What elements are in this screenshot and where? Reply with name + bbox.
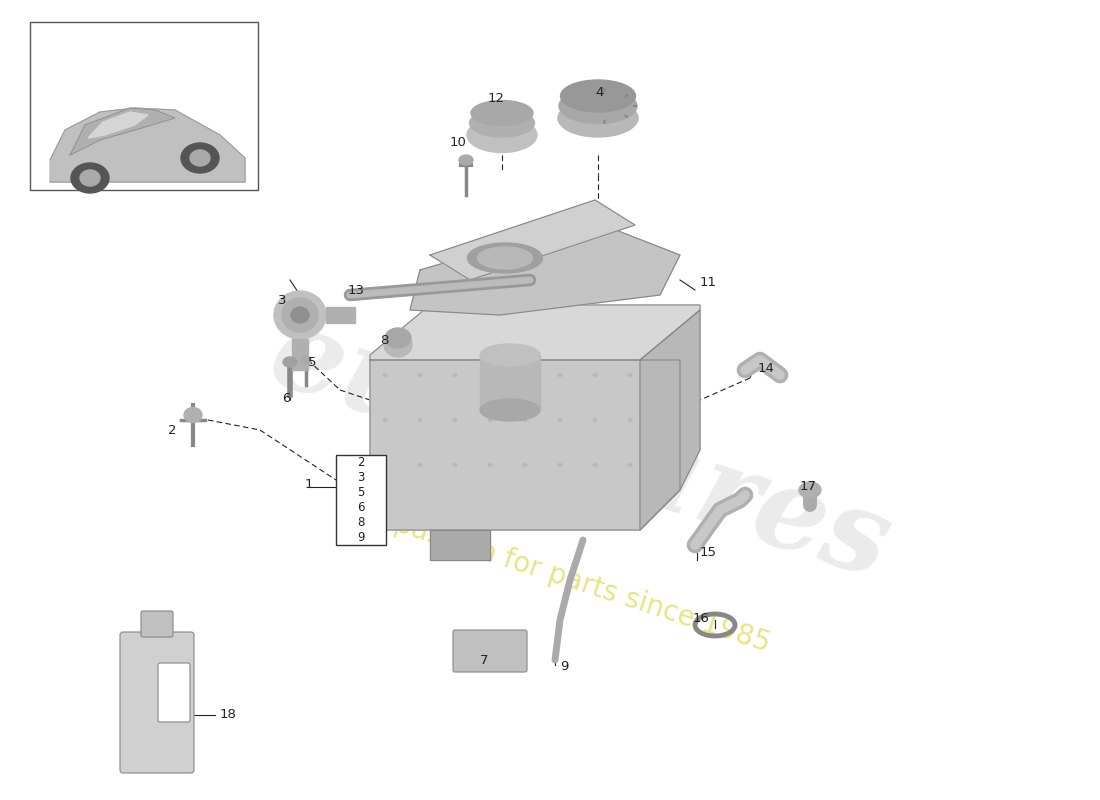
Text: 2: 2 bbox=[358, 456, 365, 469]
Polygon shape bbox=[370, 305, 700, 360]
Text: 12: 12 bbox=[488, 91, 505, 105]
Text: 8: 8 bbox=[379, 334, 388, 346]
Ellipse shape bbox=[383, 463, 387, 466]
Ellipse shape bbox=[468, 118, 537, 153]
FancyBboxPatch shape bbox=[120, 632, 194, 773]
Ellipse shape bbox=[282, 298, 318, 332]
Ellipse shape bbox=[182, 143, 219, 173]
Text: 6: 6 bbox=[282, 391, 290, 405]
FancyBboxPatch shape bbox=[141, 611, 173, 637]
Text: 2: 2 bbox=[168, 423, 176, 437]
Ellipse shape bbox=[593, 418, 597, 422]
Ellipse shape bbox=[477, 247, 532, 269]
Ellipse shape bbox=[488, 374, 492, 377]
Text: 17: 17 bbox=[800, 479, 817, 493]
Ellipse shape bbox=[558, 463, 562, 466]
Ellipse shape bbox=[799, 482, 821, 498]
Ellipse shape bbox=[561, 80, 636, 112]
Ellipse shape bbox=[453, 418, 456, 422]
Ellipse shape bbox=[480, 399, 540, 421]
Text: 3: 3 bbox=[358, 471, 365, 484]
Text: 15: 15 bbox=[700, 546, 717, 558]
Polygon shape bbox=[88, 112, 148, 138]
Ellipse shape bbox=[471, 101, 534, 126]
Text: 9: 9 bbox=[358, 531, 365, 544]
Ellipse shape bbox=[593, 463, 597, 466]
Text: 4: 4 bbox=[595, 86, 604, 98]
Ellipse shape bbox=[383, 418, 387, 422]
Ellipse shape bbox=[628, 374, 632, 377]
Polygon shape bbox=[370, 360, 680, 530]
Ellipse shape bbox=[184, 407, 202, 422]
Ellipse shape bbox=[418, 374, 422, 377]
Bar bbox=[336, 455, 386, 545]
Ellipse shape bbox=[488, 418, 492, 422]
Polygon shape bbox=[640, 310, 700, 530]
Text: 7: 7 bbox=[480, 654, 488, 666]
Ellipse shape bbox=[558, 374, 562, 377]
Ellipse shape bbox=[488, 463, 492, 466]
Ellipse shape bbox=[80, 170, 100, 186]
Ellipse shape bbox=[522, 418, 527, 422]
Polygon shape bbox=[50, 108, 245, 182]
Text: 1: 1 bbox=[305, 478, 314, 491]
Ellipse shape bbox=[522, 374, 527, 377]
Text: 16: 16 bbox=[693, 611, 710, 625]
Text: euroPares: euroPares bbox=[256, 298, 903, 602]
Polygon shape bbox=[70, 108, 175, 155]
Bar bbox=[30, 22, 258, 190]
Polygon shape bbox=[292, 339, 308, 370]
Ellipse shape bbox=[418, 463, 422, 466]
Text: 5: 5 bbox=[358, 486, 365, 499]
Polygon shape bbox=[326, 307, 355, 323]
Polygon shape bbox=[480, 355, 540, 410]
Ellipse shape bbox=[384, 333, 412, 357]
Text: 10: 10 bbox=[450, 135, 466, 149]
Text: 3: 3 bbox=[278, 294, 286, 306]
Text: 13: 13 bbox=[348, 283, 365, 297]
Ellipse shape bbox=[274, 291, 326, 339]
Ellipse shape bbox=[593, 374, 597, 377]
Ellipse shape bbox=[468, 243, 542, 273]
Text: a passion for parts since 1985: a passion for parts since 1985 bbox=[366, 502, 774, 658]
FancyBboxPatch shape bbox=[453, 630, 527, 672]
Ellipse shape bbox=[418, 418, 422, 422]
Text: 14: 14 bbox=[758, 362, 774, 374]
Ellipse shape bbox=[470, 109, 535, 137]
Text: 11: 11 bbox=[700, 277, 717, 290]
Polygon shape bbox=[430, 530, 490, 560]
Ellipse shape bbox=[72, 163, 109, 193]
Ellipse shape bbox=[292, 307, 309, 323]
Ellipse shape bbox=[385, 328, 411, 348]
Ellipse shape bbox=[453, 463, 456, 466]
Text: 18: 18 bbox=[220, 709, 236, 722]
Ellipse shape bbox=[480, 344, 540, 366]
Polygon shape bbox=[430, 200, 635, 280]
FancyBboxPatch shape bbox=[158, 663, 190, 722]
Polygon shape bbox=[410, 220, 680, 315]
Ellipse shape bbox=[453, 374, 456, 377]
Ellipse shape bbox=[190, 150, 210, 166]
Ellipse shape bbox=[283, 357, 297, 367]
Ellipse shape bbox=[459, 155, 473, 165]
Ellipse shape bbox=[628, 463, 632, 466]
Ellipse shape bbox=[383, 374, 387, 377]
Ellipse shape bbox=[559, 89, 637, 123]
Ellipse shape bbox=[301, 356, 311, 364]
Ellipse shape bbox=[628, 418, 632, 422]
Ellipse shape bbox=[558, 99, 638, 137]
Text: 6: 6 bbox=[358, 501, 365, 514]
Ellipse shape bbox=[558, 418, 562, 422]
Text: 9: 9 bbox=[560, 661, 569, 674]
Text: 8: 8 bbox=[358, 516, 365, 529]
Text: 5: 5 bbox=[308, 355, 317, 369]
Ellipse shape bbox=[522, 463, 527, 466]
